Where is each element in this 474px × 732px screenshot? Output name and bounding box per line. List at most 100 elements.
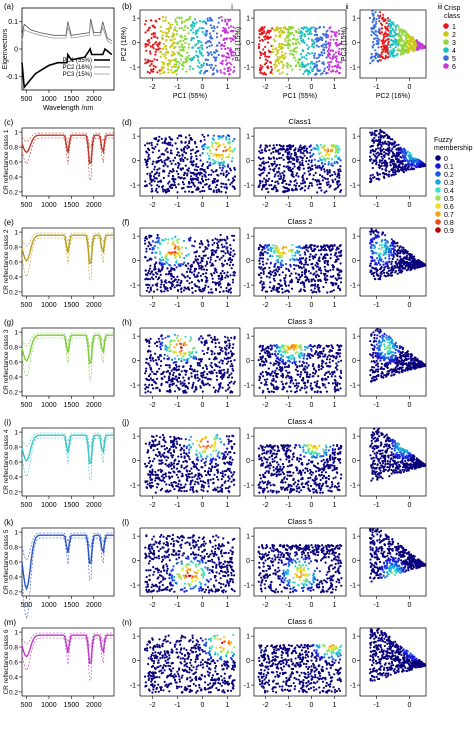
scatter-point bbox=[373, 247, 376, 250]
scatter-point bbox=[282, 176, 285, 179]
scatter-point bbox=[209, 51, 212, 54]
scatter-point bbox=[409, 157, 412, 161]
scatter-point bbox=[265, 32, 268, 35]
scatter-point bbox=[410, 35, 413, 39]
scatter-point bbox=[143, 185, 147, 188]
scatter-point bbox=[148, 71, 151, 75]
scatter-point bbox=[228, 288, 231, 291]
scatter-point bbox=[379, 274, 382, 277]
scatter-point bbox=[413, 255, 416, 258]
scatter-point bbox=[202, 27, 205, 30]
scatter-point bbox=[174, 178, 177, 181]
scatter-point bbox=[317, 249, 320, 252]
scatter-point bbox=[337, 61, 340, 64]
scatter-point bbox=[215, 32, 219, 35]
scatter-point bbox=[314, 30, 317, 33]
scatter-point bbox=[307, 246, 310, 249]
scatter-point bbox=[374, 11, 377, 14]
scatter-point bbox=[261, 162, 264, 165]
scatter-point bbox=[292, 54, 295, 57]
scatter-point bbox=[337, 168, 340, 171]
scatter-point bbox=[339, 170, 342, 173]
scatter-point bbox=[277, 174, 280, 178]
scatter-point bbox=[324, 281, 328, 284]
scatter-point bbox=[274, 186, 278, 189]
scatter-point bbox=[397, 49, 400, 52]
scatter-point bbox=[378, 27, 381, 30]
scatter-point bbox=[274, 34, 277, 38]
scatter-point bbox=[303, 281, 306, 285]
scatter-point bbox=[328, 245, 331, 248]
scatter-point bbox=[164, 237, 167, 241]
scatter-point bbox=[196, 65, 199, 68]
scatter-point bbox=[229, 68, 232, 71]
scatter-point bbox=[387, 25, 390, 28]
scatter-point bbox=[167, 36, 171, 39]
scatter-point bbox=[167, 273, 170, 276]
scatter-point bbox=[151, 240, 154, 243]
scatter-point bbox=[408, 47, 411, 50]
scatter-point bbox=[229, 244, 232, 247]
scatter-point bbox=[406, 252, 409, 255]
scatter-point bbox=[197, 165, 200, 169]
scatter-point bbox=[182, 39, 185, 42]
scatter-point bbox=[188, 270, 192, 273]
scatter-point bbox=[312, 153, 315, 156]
scatter-point bbox=[327, 52, 330, 55]
scatter-point bbox=[208, 187, 211, 191]
scatter-frame bbox=[139, 127, 241, 197]
scatter-point bbox=[279, 263, 282, 267]
scatter-point bbox=[167, 27, 171, 30]
scatter-point bbox=[281, 71, 284, 74]
scatter-point bbox=[317, 146, 320, 149]
scatter-point bbox=[232, 35, 235, 38]
scatter-point bbox=[183, 20, 186, 23]
scatter-point bbox=[295, 50, 298, 54]
scatter-point bbox=[229, 253, 232, 257]
scatter-point bbox=[199, 261, 202, 264]
scatter-point bbox=[280, 45, 283, 48]
scatter-point bbox=[194, 32, 197, 36]
scatter-point bbox=[196, 188, 199, 191]
scatter-point bbox=[181, 246, 184, 249]
scatter-point bbox=[302, 182, 305, 185]
scatter-point bbox=[228, 56, 231, 59]
scatter-point bbox=[268, 171, 271, 174]
scatter-point bbox=[383, 266, 386, 269]
scatter-point bbox=[286, 66, 289, 69]
scatter-point bbox=[298, 42, 301, 45]
scatter-point bbox=[385, 133, 388, 136]
scatter-point bbox=[226, 52, 229, 55]
scatter-point bbox=[377, 259, 380, 262]
scatter-point bbox=[282, 251, 285, 255]
scatter-point bbox=[158, 276, 161, 279]
scatter-point bbox=[318, 268, 321, 272]
scatter-point bbox=[265, 275, 268, 278]
scatter-point bbox=[315, 291, 318, 294]
scatter-point bbox=[169, 45, 172, 49]
scatter-point bbox=[179, 48, 182, 52]
scatter-point bbox=[180, 187, 184, 190]
scatter-point bbox=[145, 163, 148, 166]
scatter-point bbox=[326, 291, 329, 294]
scatter-point bbox=[337, 277, 341, 280]
x-tick-label: 1 bbox=[226, 202, 230, 209]
scatter-point bbox=[278, 163, 281, 166]
scatter-point bbox=[371, 266, 374, 269]
scatter-point bbox=[146, 172, 149, 175]
scatter-point bbox=[223, 72, 226, 75]
scatter-point bbox=[194, 267, 197, 270]
scatter-point bbox=[199, 274, 202, 277]
scatter-point bbox=[279, 279, 282, 282]
scatter-point bbox=[269, 168, 272, 171]
scatter-point bbox=[398, 148, 401, 151]
scatter-point bbox=[274, 173, 277, 176]
y-tick-label: -1 bbox=[244, 283, 250, 290]
scatter-point bbox=[374, 125, 376, 127]
scatter-point bbox=[203, 254, 207, 257]
scatter-point bbox=[330, 35, 333, 38]
scatter-point bbox=[198, 49, 201, 52]
y-tick-label: 0 bbox=[352, 158, 356, 165]
scatter-point bbox=[417, 259, 420, 262]
